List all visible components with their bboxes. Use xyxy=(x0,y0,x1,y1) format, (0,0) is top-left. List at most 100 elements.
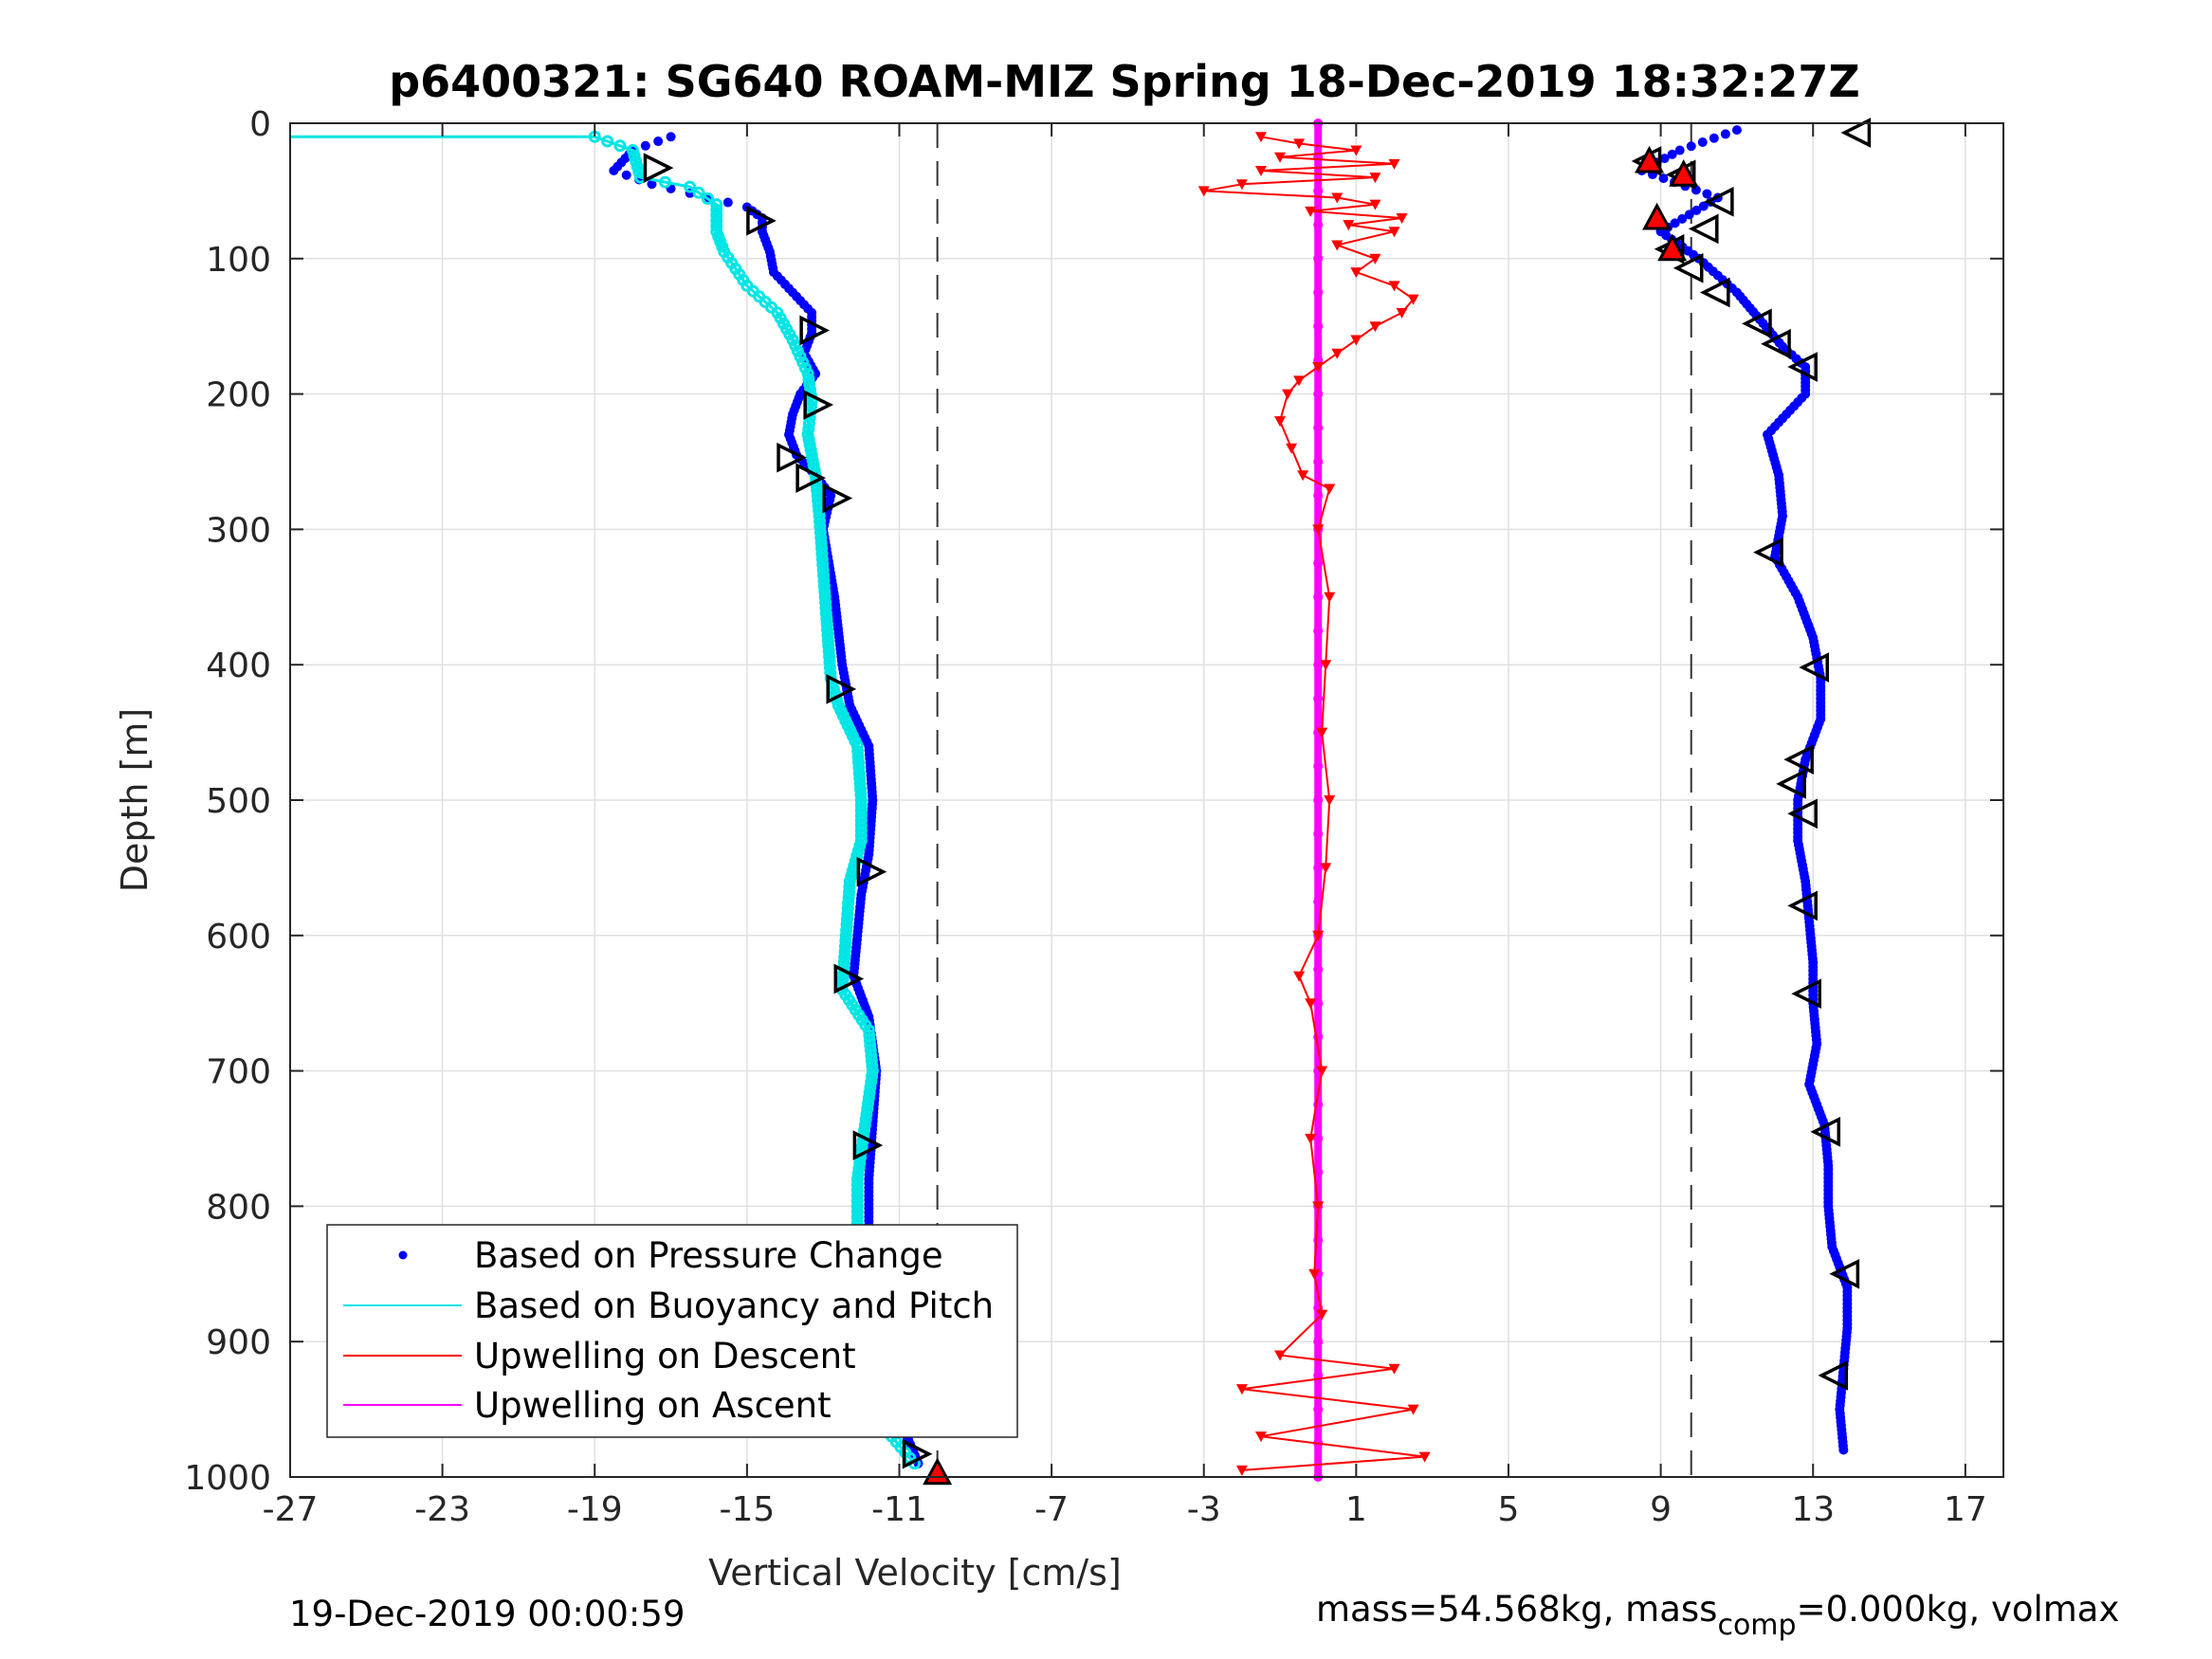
upwelling-ascent-point xyxy=(1313,795,1324,805)
legend-label-ascent: Upwelling on Ascent xyxy=(474,1385,832,1426)
pressure-ascent-point xyxy=(1697,137,1708,147)
descent-triangle-marker xyxy=(803,390,834,420)
upwelling-descent-point xyxy=(1369,199,1381,210)
buoyancy-pitch-point xyxy=(628,149,641,162)
y-tick-label: 500 xyxy=(206,782,271,821)
axis-ticks: -27 -23 -19 -15 -11 -7 -3 1 5 9 13 17 0 100 200 300 400 5… xyxy=(184,105,2003,1529)
y-tick-label: 400 xyxy=(206,647,271,685)
upwelling-descent-point xyxy=(1396,212,1408,224)
x-tick-label: -11 xyxy=(871,1490,927,1529)
descent-triangle-marker xyxy=(795,463,827,493)
upwelling-descent-point xyxy=(1388,158,1400,170)
buoyancy-pitch-point xyxy=(863,1085,876,1099)
legend: Based on Pressure Change Based on Buoyan… xyxy=(326,1224,1018,1438)
upwelling-descent-point xyxy=(1343,220,1355,231)
upwelling-descent-point xyxy=(1369,253,1381,264)
upwelling-ascent-point xyxy=(1313,220,1324,230)
footer-timestamp: 19-Dec-2019 00:00:59 xyxy=(289,1594,685,1634)
descent-triangle-marker xyxy=(643,153,674,183)
upwelling-ascent-point xyxy=(1313,321,1324,332)
buoyancy-pitch-point xyxy=(864,1081,877,1094)
upwelling-descent-point xyxy=(1316,727,1328,738)
y-tick-label: 700 xyxy=(206,1053,271,1092)
x-tick-label: -27 xyxy=(263,1490,319,1529)
x-tick-label: -15 xyxy=(719,1490,775,1529)
pressure-descent-point xyxy=(722,197,733,208)
upwelling-descent-point xyxy=(1293,138,1306,150)
descent-triangle-marker xyxy=(777,442,807,473)
pressure-descent-point xyxy=(653,137,664,147)
upwelling-descent-point xyxy=(1274,416,1287,428)
upwelling-descent-point xyxy=(1312,362,1325,374)
pressure-ascent-point xyxy=(1691,205,1702,215)
upwelling-descent-point xyxy=(1350,145,1362,156)
upwelling-descent-point xyxy=(1316,1309,1328,1321)
red-triangle-marker xyxy=(1642,202,1673,230)
buoyancy-pitch-point xyxy=(684,180,697,193)
descent-triangle-marker xyxy=(833,963,865,994)
ascent-triangle-marker xyxy=(1818,1360,1849,1391)
y-axis-label: Depth [m] xyxy=(114,708,155,893)
buoyancy-pitch-point xyxy=(853,1157,867,1170)
buoyancy-pitch-point xyxy=(861,1103,874,1116)
upwelling-descent-point xyxy=(1331,240,1344,251)
upwelling-descent-point xyxy=(1407,294,1419,305)
pressure-ascent-point xyxy=(1731,125,1742,136)
pressure-descent-point xyxy=(640,140,650,151)
legend-box xyxy=(326,1224,1018,1438)
upwelling-descent-point xyxy=(1324,795,1336,806)
upwelling-descent-point xyxy=(1293,971,1306,982)
upwelling-ascent-point xyxy=(1313,457,1324,466)
upwelling-ascent-point xyxy=(1313,253,1324,264)
pressure-ascent-point xyxy=(1698,201,1709,211)
footer-mass: mass=54.568kg, masscomp=0.000kg, volmax xyxy=(1316,1589,2119,1642)
ascent-triangle-marker xyxy=(1840,118,1872,148)
upwelling-descent-point xyxy=(1350,267,1362,279)
buoyancy-pitch-point xyxy=(866,1069,879,1083)
y-tick-label: 900 xyxy=(206,1323,271,1362)
ascent-triangle-marker xyxy=(1787,352,1818,382)
upwelling-ascent-point xyxy=(1313,660,1324,670)
legend-label-descent: Upwelling on Descent xyxy=(474,1336,856,1376)
upwelling-descent-point xyxy=(1254,1431,1267,1443)
upwelling-ascent-point xyxy=(1313,693,1324,703)
upwelling-descent-series xyxy=(1197,132,1431,1476)
upwelling-ascent-point xyxy=(1313,1235,1324,1246)
pressure-ascent-point xyxy=(1670,218,1680,228)
y-tick-label: 0 xyxy=(249,105,271,144)
upwelling-descent-point xyxy=(1274,1350,1287,1361)
upwelling-descent-point xyxy=(1320,660,1332,671)
footer-mass-prefix: mass=54.568kg, mass xyxy=(1316,1589,1717,1630)
buoyancy-pitch-point xyxy=(701,191,714,205)
x-tick-label: -7 xyxy=(1034,1490,1069,1529)
descent-triangle-marker xyxy=(799,315,831,346)
upwelling-descent-line xyxy=(1202,136,1426,1471)
ascent-triangle-marker xyxy=(1829,1258,1860,1289)
upwelling-descent-point xyxy=(1407,1404,1419,1415)
upwelling-descent-point xyxy=(1331,348,1344,359)
pressure-descent-point xyxy=(647,179,657,190)
descent-triangle-marker xyxy=(822,483,853,514)
red-triangle-marker xyxy=(1669,159,1699,187)
buoyancy-pitch-point xyxy=(692,186,705,199)
ascent-triangle-marker xyxy=(1776,769,1806,799)
legend-label-pressure: Based on Pressure Change xyxy=(474,1235,943,1276)
upwelling-descent-point xyxy=(1418,1451,1431,1463)
pressure-ascent-point xyxy=(1667,149,1677,159)
upwelling-ascent-point xyxy=(1313,389,1324,399)
pressure-ascent-point xyxy=(1686,141,1696,152)
x-axis-label: Vertical Velocity [cm/s] xyxy=(708,1552,1122,1594)
upwelling-descent-point xyxy=(1331,192,1344,204)
pressure-ascent-point xyxy=(1838,1445,1849,1455)
descent-triangle-marker xyxy=(746,205,777,236)
upwelling-ascent-point xyxy=(1313,964,1324,975)
red-triangle-marker xyxy=(1657,233,1688,262)
pressure-ascent-point xyxy=(1702,189,1712,199)
pressure-ascent-point xyxy=(1684,210,1694,220)
upwelling-ascent-point xyxy=(1313,1337,1324,1347)
ascent-triangle-marker xyxy=(1791,978,1821,1010)
upwelling-descent-point xyxy=(1312,930,1325,941)
buoyancy-pitch-point xyxy=(860,1107,873,1121)
buoyancy-pitch-point xyxy=(626,144,639,157)
